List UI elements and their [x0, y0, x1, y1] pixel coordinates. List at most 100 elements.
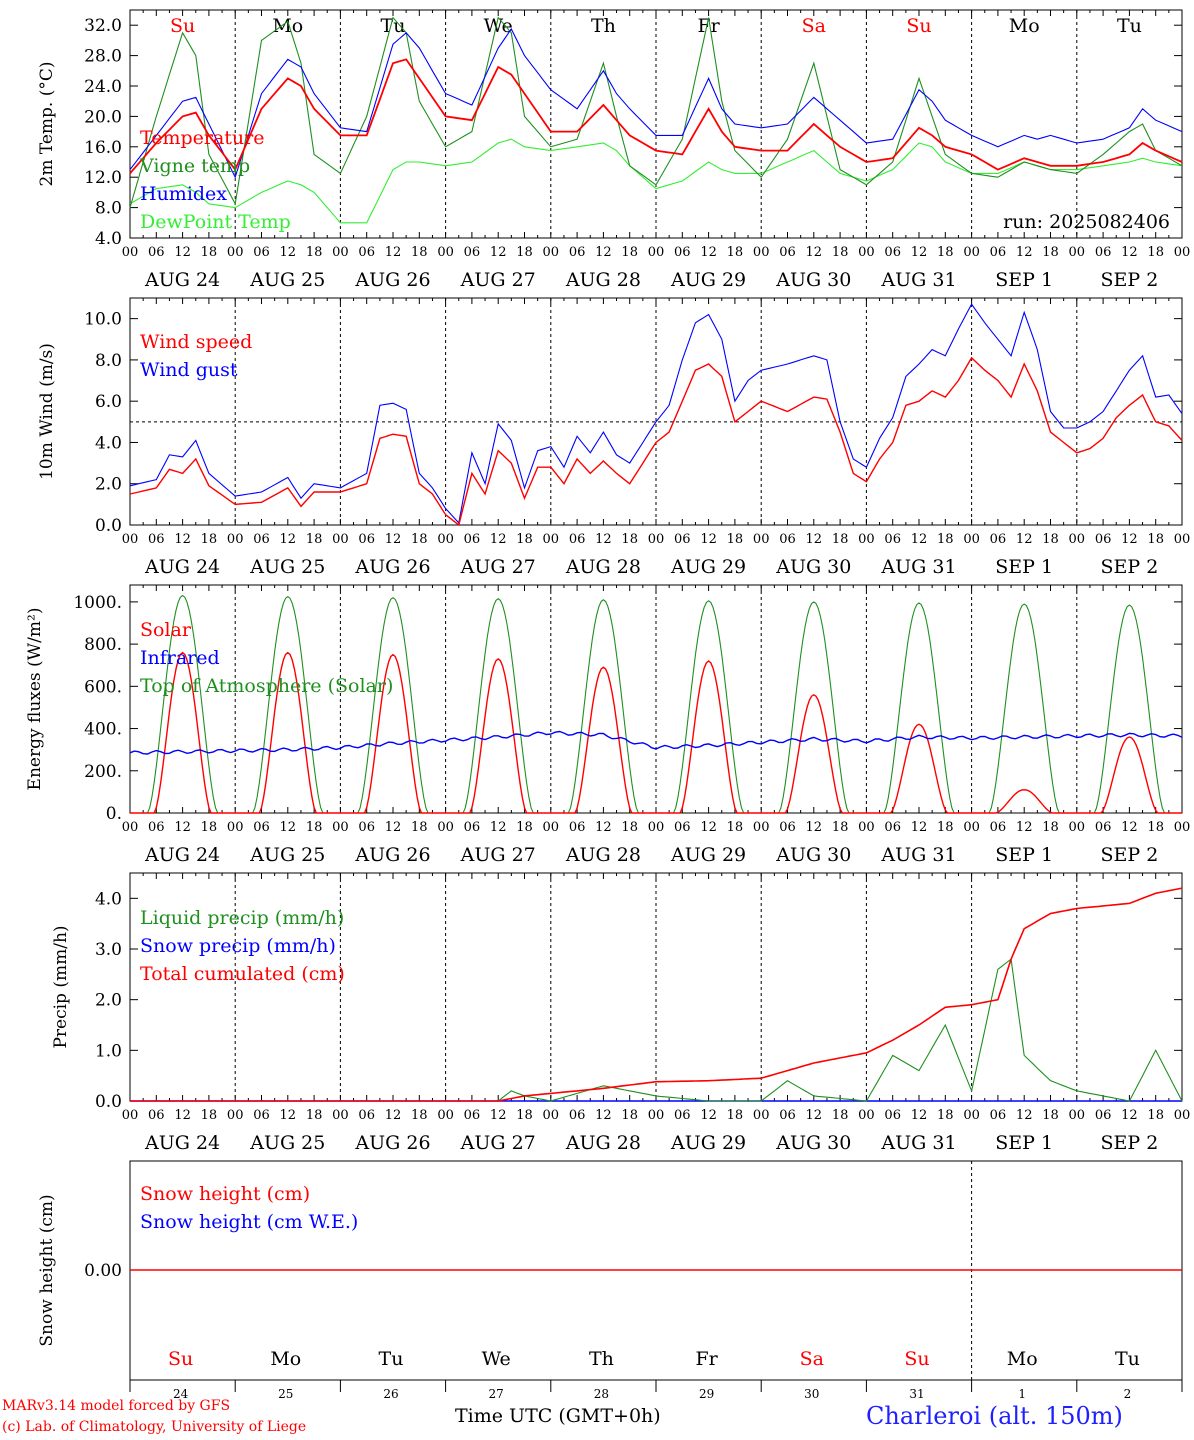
date-label: AUG 28	[565, 844, 641, 866]
day-number-label: 1	[1018, 1387, 1026, 1401]
hour-tick-label: 06	[358, 245, 375, 260]
date-label: AUG 27	[460, 269, 536, 291]
hour-tick-label: 12	[280, 1108, 297, 1123]
hour-tick-label: 06	[569, 1108, 586, 1123]
hour-tick-label: 12	[490, 245, 507, 260]
date-label: AUG 26	[354, 269, 430, 291]
hour-tick-label: 18	[1147, 532, 1164, 547]
station-label: Charleroi (alt. 150m)	[866, 1402, 1123, 1430]
hour-tick-label: 18	[727, 532, 744, 547]
hour-tick-label: 06	[358, 532, 375, 547]
hour-tick-label: 00	[648, 532, 665, 547]
hour-tick-label: 06	[464, 820, 481, 835]
hour-tick-label: 12	[911, 245, 928, 260]
weekday-label: Su	[168, 1348, 193, 1370]
hour-tick-label: 00	[648, 1108, 665, 1123]
series-line-total-cumulated-cm-	[130, 887, 1183, 1102]
weekday-label: Th	[589, 1348, 614, 1370]
y-tick-label: 8.0	[95, 351, 122, 371]
hour-tick-label: 00	[858, 820, 875, 835]
hour-tick-label: 12	[490, 820, 507, 835]
weekday-label: Su	[904, 1348, 929, 1370]
hour-tick-label: 06	[1095, 1108, 1112, 1123]
date-label: AUG 26	[354, 556, 430, 578]
legend-entry: Temperature	[140, 127, 264, 149]
y-tick-label: 1000.	[73, 593, 122, 613]
legend-entry: Liquid precip (mm/h)	[140, 907, 344, 929]
hour-tick-label: 00	[543, 532, 560, 547]
date-label: AUG 31	[880, 844, 956, 866]
day-number-label: 24	[173, 1387, 189, 1401]
hour-tick-label: 12	[806, 532, 823, 547]
date-label: AUG 27	[460, 1132, 536, 1154]
y-tick-label: 12.0	[84, 168, 122, 188]
hour-tick-label: 00	[648, 245, 665, 260]
hour-tick-label: 00	[227, 532, 244, 547]
hour-tick-label: 06	[358, 1108, 375, 1123]
y-tick-label: 16.0	[84, 138, 122, 158]
y-tick-label: 0.00	[84, 1261, 122, 1281]
hour-tick-label: 06	[464, 532, 481, 547]
y-tick-label: 200.	[84, 762, 122, 782]
day-number-label: 27	[489, 1387, 504, 1401]
hour-tick-label: 00	[122, 245, 139, 260]
hour-tick-label: 12	[174, 820, 191, 835]
hour-tick-label: 18	[621, 245, 638, 260]
hour-tick-label: 18	[306, 820, 323, 835]
date-label: SEP 1	[995, 844, 1053, 866]
hour-tick-label: 00	[332, 532, 349, 547]
legend-entry: Wind speed	[140, 331, 252, 353]
hour-tick-label: 12	[385, 532, 402, 547]
hour-tick-label: 12	[385, 1108, 402, 1123]
hour-tick-label: 12	[595, 245, 612, 260]
y-tick-label: 28.0	[84, 47, 122, 67]
hour-tick-label: 18	[411, 245, 428, 260]
hour-tick-label: 00	[332, 1108, 349, 1123]
hour-tick-label: 06	[253, 1108, 270, 1123]
hour-tick-label: 12	[1016, 245, 1033, 260]
hour-tick-label: 12	[174, 532, 191, 547]
hour-tick-label: 06	[990, 532, 1007, 547]
model-credit: MARv3.14 model forced by GFS	[2, 1398, 231, 1414]
hour-tick-label: 12	[1121, 245, 1138, 260]
hour-tick-label: 06	[990, 245, 1007, 260]
hour-tick-label: 06	[674, 820, 691, 835]
hour-tick-label: 00	[858, 532, 875, 547]
hour-tick-label: 12	[280, 532, 297, 547]
hour-tick-label: 00	[332, 820, 349, 835]
y-axis-label: Snow height (cm)	[37, 1194, 57, 1346]
hour-tick-label: 00	[1069, 245, 1086, 260]
hour-tick-label: 00	[1069, 820, 1086, 835]
day-number-label: 25	[278, 1387, 293, 1401]
date-label: AUG 29	[670, 269, 746, 291]
series-line-wind-speed	[129, 356, 1183, 527]
hour-tick-label: 18	[937, 820, 954, 835]
weekday-label: Fr	[695, 1348, 718, 1370]
legend-entry: Infrared	[140, 647, 220, 669]
hour-tick-label: 06	[884, 532, 901, 547]
legend-entry: Solar	[140, 619, 192, 641]
hour-tick-label: 18	[411, 820, 428, 835]
hour-tick-label: 12	[595, 532, 612, 547]
hour-tick-label: 18	[1042, 1108, 1059, 1123]
hour-tick-label: 12	[806, 245, 823, 260]
hour-tick-label: 12	[806, 820, 823, 835]
date-label: SEP 2	[1100, 1132, 1158, 1154]
hour-tick-label: 18	[1042, 532, 1059, 547]
hour-tick-label: 06	[884, 820, 901, 835]
hour-tick-label: 18	[411, 532, 428, 547]
y-tick-label: 0.0	[95, 516, 122, 536]
weekday-label: Mo	[272, 15, 303, 37]
hour-tick-label: 12	[280, 245, 297, 260]
hour-tick-label: 12	[911, 820, 928, 835]
weekday-label: Su	[906, 15, 931, 37]
day-number-label: 26	[383, 1387, 398, 1401]
hour-tick-label: 00	[753, 245, 770, 260]
legend-entry: Snow precip (mm/h)	[140, 935, 336, 957]
weekday-label: Mo	[1009, 15, 1040, 37]
hour-tick-label: 06	[464, 1108, 481, 1123]
y-tick-label: 600.	[84, 677, 122, 697]
hour-tick-label: 12	[911, 532, 928, 547]
weekday-label: Mo	[270, 1348, 301, 1370]
hour-tick-label: 06	[779, 532, 796, 547]
